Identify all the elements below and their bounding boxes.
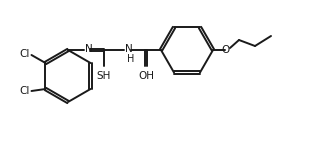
Text: Cl: Cl bbox=[19, 49, 29, 59]
Text: N: N bbox=[125, 44, 133, 54]
Text: Cl: Cl bbox=[19, 86, 29, 96]
Text: OH: OH bbox=[138, 71, 154, 81]
Text: H: H bbox=[127, 54, 135, 64]
Text: N: N bbox=[85, 44, 93, 54]
Text: O: O bbox=[221, 45, 229, 55]
Text: SH: SH bbox=[97, 71, 111, 81]
